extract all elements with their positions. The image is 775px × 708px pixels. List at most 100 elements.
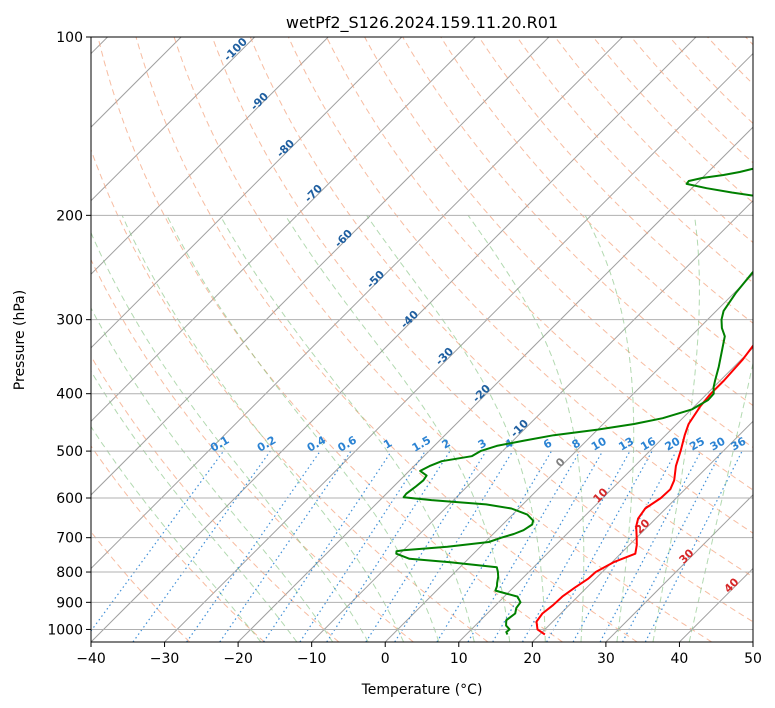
moist-adiabat-line <box>652 215 700 642</box>
dry-adiabat-line <box>516 37 753 284</box>
mixing-ratio-line <box>186 450 321 642</box>
isotherm-line <box>91 37 329 275</box>
isotherm-line <box>679 567 753 642</box>
y-tick-label: 800 <box>56 565 83 581</box>
dry-adiabat-line <box>91 148 489 642</box>
moist-adiabat-line <box>91 370 298 642</box>
x-tick-label: 50 <box>744 651 762 667</box>
isotherm-line <box>384 273 753 642</box>
moist-adiabat-line <box>91 425 262 642</box>
mixing-ratio-line <box>644 450 743 642</box>
mixing-ratio-line <box>394 450 514 642</box>
mixing-ratio-line <box>132 450 271 642</box>
dry-adiabat-line <box>91 258 414 642</box>
adiabat-label: -30 <box>433 345 456 368</box>
y-tick-label: 1000 <box>47 622 83 638</box>
y-tick-label: 600 <box>56 491 83 507</box>
dry-adiabat-line <box>173 37 713 642</box>
x-axis-label: Temperature (°C) <box>361 682 483 698</box>
mixing-ratio-line <box>492 450 604 642</box>
dry-adiabat-line <box>554 37 753 244</box>
temperature-profile-line <box>535 344 753 636</box>
moist-adiabat-line <box>166 215 440 642</box>
isotherm-line <box>237 126 753 642</box>
moist-adiabat-line <box>219 215 475 642</box>
adiabat-label: 30 <box>677 546 697 566</box>
y-tick-label: 900 <box>56 595 83 611</box>
mixing-ratio-label: 1 <box>381 437 394 452</box>
moist-adiabat-line <box>584 215 635 642</box>
x-tick-label: 20 <box>523 651 541 667</box>
sounding-profiles <box>395 167 753 636</box>
dry-adiabat-line <box>211 37 753 623</box>
moist-adiabat-line <box>91 231 369 642</box>
x-tick-label: −40 <box>76 651 106 667</box>
pressure-grid-lines <box>91 37 753 630</box>
mixing-ratio-line <box>263 450 393 642</box>
dry-adiabat-line <box>745 37 753 46</box>
mixing-ratio-line <box>599 450 702 642</box>
isotherm-line <box>91 37 550 496</box>
y-tick-label: 700 <box>56 531 83 547</box>
dry-adiabat-line <box>287 37 753 534</box>
isotherm-line <box>458 347 753 642</box>
isotherm-line <box>752 641 753 642</box>
y-tick-label: 500 <box>56 444 83 460</box>
mixing-ratio-line <box>365 450 487 642</box>
x-tick-label: −10 <box>297 651 327 667</box>
mixing-ratio-label: 6 <box>541 436 554 451</box>
x-axis: −40 −30 −20 −10 0 10 20 30 40 50 <box>76 642 762 667</box>
dewpoint-profile-line <box>395 167 753 635</box>
dry-adiabat-line <box>91 531 191 642</box>
adiabat-label: -50 <box>364 268 387 291</box>
isotherm-lines <box>91 37 753 642</box>
x-tick-label: −20 <box>223 651 253 667</box>
mixing-ratio-line <box>219 450 352 642</box>
mixing-ratio-lines <box>91 450 743 642</box>
isotherm-line <box>91 37 623 570</box>
dry-adiabat-line <box>97 37 563 642</box>
adiabat-label: -100 <box>221 35 250 64</box>
isotherm-line <box>91 37 476 423</box>
plot-frame <box>90 36 754 643</box>
x-tick-label: 30 <box>597 651 615 667</box>
mixing-ratio-line <box>91 450 224 632</box>
isotherm-line <box>91 37 403 349</box>
adiabat-label: -40 <box>398 308 421 331</box>
mixing-ratio-line <box>521 450 631 642</box>
plot-area: -100-90-80-70-60-50-40-30-20-10010203040… <box>91 35 753 642</box>
adiabat-label: -10 <box>508 417 531 440</box>
dry-adiabat-lines <box>91 37 753 642</box>
mixing-ratio-line <box>436 450 552 642</box>
y-axis: 100 200 300 400 500 600 700 800 900 1000 <box>47 30 91 638</box>
isotherm-line <box>164 52 753 642</box>
adiabat-label: -20 <box>470 382 493 405</box>
adiabat-label: 10 <box>591 485 611 505</box>
mixing-ratio-line <box>299 450 426 642</box>
mixing-ratio-label: 8 <box>570 437 583 452</box>
x-tick-label: 10 <box>450 651 468 667</box>
mixing-ratio-line <box>326 450 451 642</box>
isotherm-line <box>531 420 753 642</box>
dry-adiabat-line <box>326 37 753 491</box>
x-tick-label: −30 <box>150 651 180 667</box>
adiabat-label: -60 <box>332 227 355 250</box>
moist-adiabat-line <box>284 215 511 642</box>
moist-adiabat-line <box>366 215 546 642</box>
dry-adiabat-line <box>91 355 340 642</box>
dry-adiabat-line <box>707 37 753 85</box>
y-tick-label: 300 <box>56 313 83 329</box>
y-tick-label: 400 <box>56 387 83 403</box>
x-tick-label: 0 <box>381 651 390 667</box>
dry-adiabat-line <box>91 445 265 642</box>
mixing-ratio-line <box>467 450 581 642</box>
y-axis-label: Pressure (hPa) <box>12 290 28 390</box>
adiabat-label: -80 <box>274 137 297 160</box>
mixing-ratio-line <box>572 450 677 642</box>
adiabat-label: 0 <box>553 455 568 470</box>
adiabat-label: -90 <box>248 90 271 113</box>
dry-adiabat-line <box>249 37 753 578</box>
adiabat-label: -70 <box>302 182 325 205</box>
